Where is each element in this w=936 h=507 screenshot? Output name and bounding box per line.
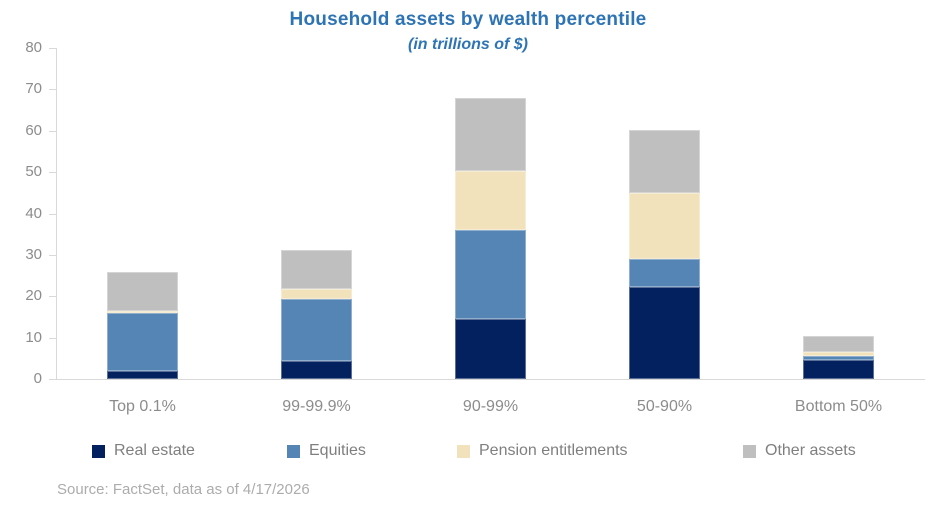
y-axis-tick-label: 0 (33, 370, 42, 387)
y-axis-tick-label: 30 (25, 246, 42, 263)
bar-segment-other-assets (107, 272, 178, 311)
x-axis-category-label: 50-90% (636, 398, 693, 415)
legend-label: Real estate (114, 442, 195, 459)
y-axis-tick (49, 214, 56, 215)
bar-segment-real-estate (107, 370, 178, 379)
stacked-bar (455, 97, 526, 379)
stacked-bar (107, 272, 178, 379)
y-axis-tick-label: 60 (25, 122, 42, 139)
bar-segment-real-estate (803, 360, 874, 379)
x-axis-category-label: Top 0.1% (109, 398, 176, 415)
legend-swatch-icon (92, 444, 105, 458)
legend-item: Other assets (743, 442, 856, 460)
bar-segment-real-estate (629, 286, 700, 379)
legend-label: Equities (309, 442, 366, 459)
y-axis-tick (49, 338, 56, 339)
y-axis-tick (49, 89, 56, 90)
bar-segment-real-estate (281, 360, 352, 379)
legend-label: Other assets (765, 442, 856, 459)
y-axis-tick (49, 48, 56, 49)
y-axis-tick-label: 50 (25, 163, 42, 180)
bar-segment-pension-entitlements (107, 310, 178, 313)
bar-segment-equities (107, 312, 178, 371)
chart-subtitle: (in trillions of $) (408, 36, 528, 53)
legend-swatch-icon (743, 444, 756, 458)
bar-segment-pension-entitlements (281, 288, 352, 300)
bar-segment-pension-entitlements (455, 170, 526, 230)
legend-item: Real estate (92, 442, 195, 460)
x-axis-category-label: 90-99% (462, 398, 519, 415)
legend-swatch-icon (457, 444, 470, 458)
stacked-bar (803, 336, 874, 379)
chart-title: Household assets by wealth percentile (289, 9, 647, 30)
bar-segment-equities (281, 299, 352, 361)
y-axis-tick-label: 70 (25, 80, 42, 97)
legend-swatch-icon (287, 444, 300, 458)
bar-segment-equities (803, 356, 874, 361)
y-axis-tick (49, 255, 56, 256)
y-axis-tick (49, 296, 56, 297)
legend-item: Equities (287, 442, 366, 460)
y-axis-tick (49, 172, 56, 173)
bar-segment-equities (629, 259, 700, 287)
y-axis-tick-label: 40 (25, 205, 42, 222)
bar-segment-equities (455, 230, 526, 319)
stacked-bar (281, 250, 352, 379)
legend-label: Pension entitlements (479, 442, 628, 459)
bar-segment-other-assets (455, 97, 526, 171)
bar-segment-pension-entitlements (629, 192, 700, 260)
y-axis-tick-label: 80 (25, 39, 42, 56)
x-axis-line (56, 379, 925, 380)
x-axis-category-label: 99-99.9% (282, 398, 351, 415)
y-axis-tick-label: 10 (25, 329, 42, 346)
x-axis-category-label: Bottom 50% (794, 398, 883, 415)
source-note: Source: FactSet, data as of 4/17/2026 (57, 481, 310, 498)
y-axis-tick-label: 20 (25, 287, 42, 304)
legend-item: Pension entitlements (457, 442, 628, 460)
y-axis-tick (49, 131, 56, 132)
y-axis-tick (49, 379, 56, 380)
bar-segment-other-assets (281, 250, 352, 289)
bar-segment-other-assets (803, 336, 874, 352)
y-axis-line (56, 48, 57, 380)
stacked-bar (629, 129, 700, 379)
bar-segment-other-assets (629, 129, 700, 193)
bar-segment-pension-entitlements (803, 351, 874, 357)
bar-segment-real-estate (455, 319, 526, 379)
